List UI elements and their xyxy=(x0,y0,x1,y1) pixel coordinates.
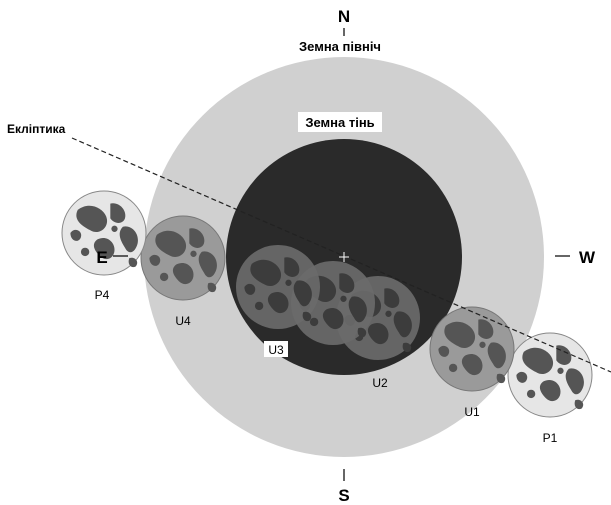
contact-label-u3: U3 xyxy=(268,343,284,357)
earth-north-caption: Земна північ xyxy=(299,39,381,54)
contact-label-u4: U4 xyxy=(175,314,191,328)
moon-u3 xyxy=(236,245,320,329)
contact-label-u1: U1 xyxy=(464,405,480,419)
contact-label-p4: P4 xyxy=(95,288,110,302)
contact-label-p1: P1 xyxy=(543,431,558,445)
contact-label-u2: U2 xyxy=(372,376,388,390)
moon-u4 xyxy=(140,215,226,301)
center-cross xyxy=(339,252,349,262)
earth-umbra-caption: Земна тінь xyxy=(305,115,374,130)
ecliptic-line xyxy=(71,137,611,373)
ecliptic-label: Екліптика xyxy=(7,122,66,136)
moon-p1 xyxy=(507,332,593,418)
north-label: N xyxy=(338,7,350,26)
moon-p4 xyxy=(61,190,147,276)
umbra-caption-bg xyxy=(298,112,382,132)
moon-u1 xyxy=(429,306,515,392)
contact-label-u3-bg xyxy=(264,341,288,357)
west-label: W xyxy=(579,248,596,267)
south-label: S xyxy=(338,486,349,505)
east-label: E xyxy=(96,248,107,267)
